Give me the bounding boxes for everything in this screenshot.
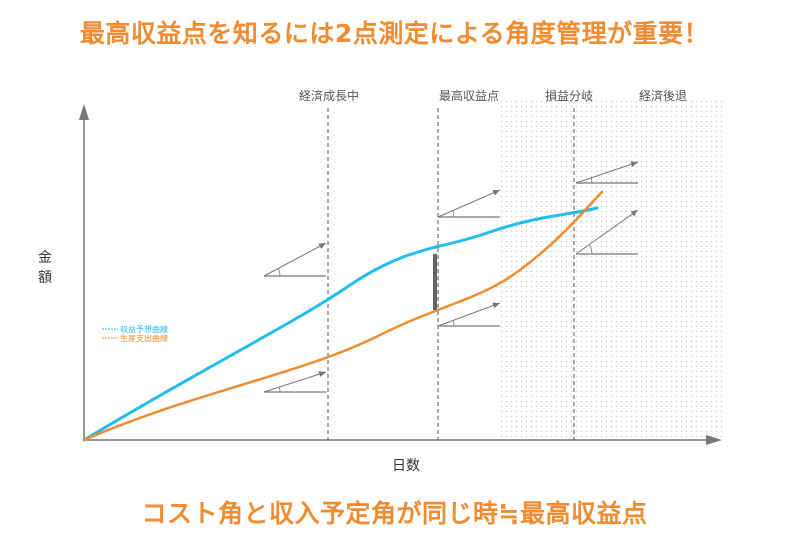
angle-indicator	[263, 242, 327, 277]
y-axis-label: 金額	[38, 250, 52, 286]
angle-indicator	[263, 371, 327, 393]
angle-indicator	[437, 189, 501, 218]
angle-indicator	[437, 302, 501, 327]
angle-indicator	[575, 161, 639, 184]
revenue-curve	[82, 206, 599, 442]
x-axis-label: 日数	[392, 458, 420, 474]
dotted-region	[500, 100, 722, 440]
angle-indicator	[575, 209, 639, 255]
phase-label: 最高収益点	[439, 88, 499, 103]
cost-curve	[82, 190, 604, 442]
legend-label: 収益予想曲線	[120, 324, 168, 334]
legend-label: 生産支出曲線	[120, 333, 168, 343]
x-axis-arrow	[706, 435, 722, 445]
y-axis-arrow	[79, 104, 89, 120]
phase-label: 経済成長中	[299, 88, 359, 103]
phase-label: 損益分岐	[545, 88, 593, 103]
page-title: 最高収益点を知るには2点測定による角度管理が重要！	[79, 19, 710, 48]
phase-label: 経済後退	[639, 88, 687, 103]
caption: コスト角と収入予定角が同じ時≒最高収益点	[141, 499, 648, 528]
